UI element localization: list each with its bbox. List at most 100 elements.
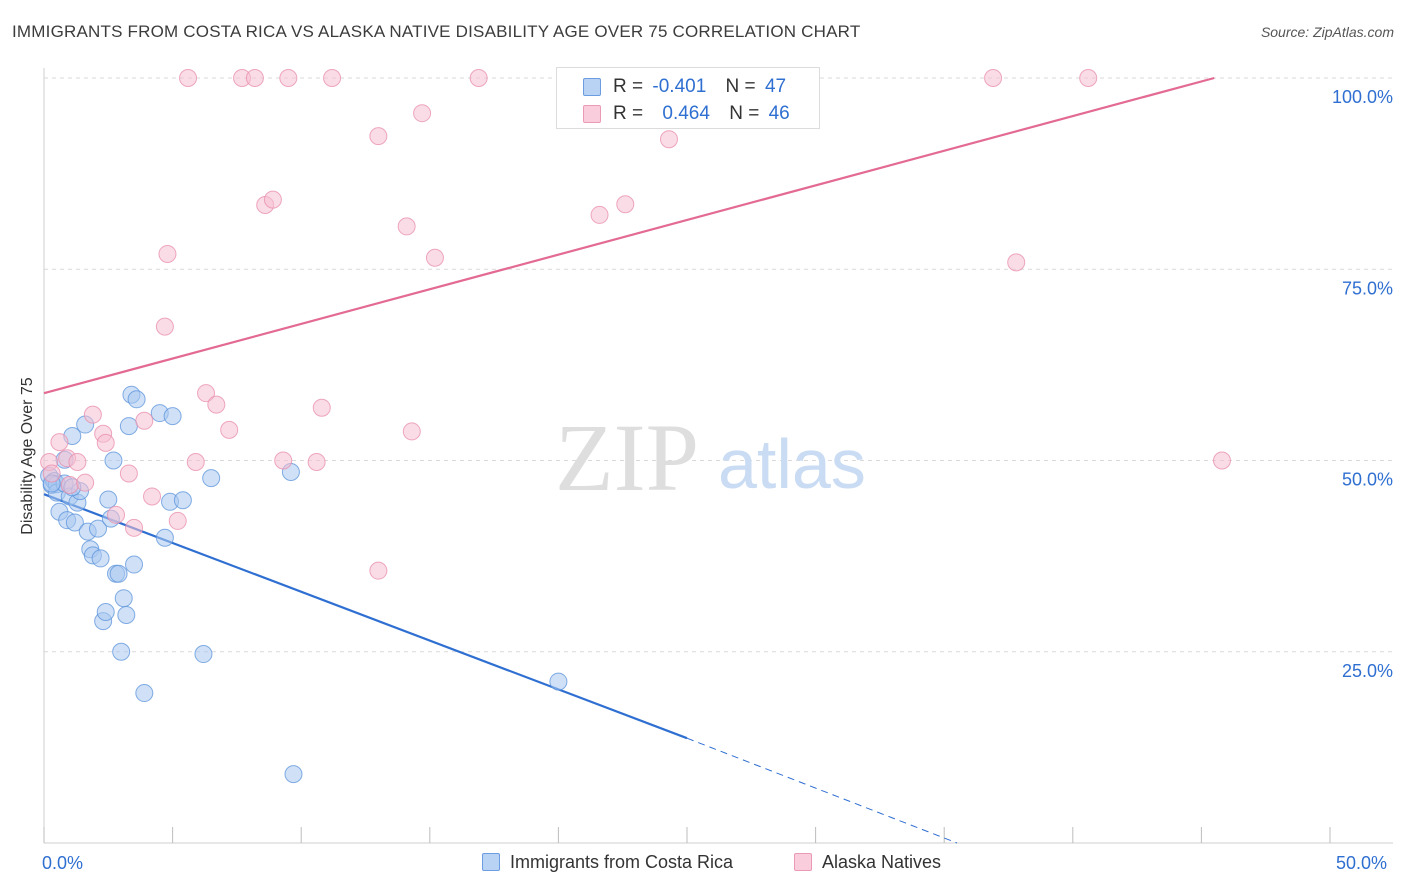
watermark-atlas: atlas <box>718 425 866 503</box>
alaska-native-point <box>96 433 115 452</box>
x-tick-label-min: 0.0% <box>42 853 84 873</box>
alaska-native-point <box>135 411 154 430</box>
legend-r-value: 0.464 <box>662 103 710 124</box>
legend-text-alaska: R = 0.464 N = 46 <box>613 103 790 125</box>
costa-rica-point <box>127 390 146 409</box>
legend-n-value: 47 <box>764 76 787 97</box>
bottom-legend-costa-rica: Immigrants from Costa Rica <box>482 852 733 876</box>
alaska-native-point <box>274 451 293 470</box>
alaska-native-point <box>50 433 69 452</box>
alaska-native-point <box>469 69 488 87</box>
alaska-native-point <box>42 464 61 483</box>
alaska-native-point <box>397 217 416 236</box>
alaska-native-point <box>119 464 138 483</box>
costa-rica-point <box>284 765 303 784</box>
alaska-native-point <box>279 69 298 87</box>
trend-line-costa-rica-extension <box>686 737 958 844</box>
alaska-native-point <box>83 405 102 424</box>
legend-n-label: N = <box>729 103 760 124</box>
costa-rica-point <box>112 642 131 661</box>
alaska-native-point <box>659 130 678 149</box>
correlation-legend: R = -0.401 N = 47 R = 0.464 N = 46 <box>556 67 820 129</box>
legend-r-label: R = <box>613 76 644 97</box>
costa-rica-point <box>194 645 213 664</box>
source-credit: Source: ZipAtlas.com <box>1260 24 1394 40</box>
costa-rica-point <box>104 451 123 470</box>
y-tick-label: 50.0% <box>1342 470 1393 490</box>
trend-line-alaska-natives <box>43 76 1215 395</box>
legend-n-label: N = <box>725 76 756 97</box>
legend-swatch-blue <box>583 78 601 96</box>
alaska-native-point <box>413 104 432 123</box>
alaska-native-point <box>1007 253 1026 272</box>
x-tick-label-max: 50.0% <box>1336 853 1388 873</box>
legend-r-value: -0.401 <box>652 76 707 97</box>
costa-rica-point <box>163 407 182 426</box>
alaska-native-point <box>168 511 187 530</box>
bottom-legend-alaska: Alaska Natives <box>794 852 941 876</box>
legend-r-label: R = <box>613 103 644 124</box>
costa-rica-point <box>549 672 568 691</box>
costa-rica-point <box>155 528 174 547</box>
costa-rica-point <box>125 555 144 574</box>
costa-rica-point <box>114 589 133 608</box>
alaska-native-point <box>1079 69 1098 87</box>
alaska-native-point <box>402 422 421 441</box>
y-tick-label: 25.0% <box>1342 661 1393 681</box>
grid-layer <box>44 77 1393 653</box>
costa-rica-point <box>91 549 110 568</box>
alaska-native-point <box>186 453 205 472</box>
costa-rica-point <box>117 606 136 625</box>
y-tick-labels: 25.0% 50.0% 75.0% 100.0% <box>1332 87 1393 681</box>
alaska-native-point <box>590 205 609 224</box>
bottom-legend-swatch-blue <box>482 853 500 871</box>
chart-title: IMMIGRANTS FROM COSTA RICA VS ALASKA NAT… <box>12 22 861 41</box>
legend-swatch-pink <box>583 105 601 123</box>
costa-rica-point <box>119 417 138 436</box>
alaska-native-point <box>68 453 87 472</box>
watermark-zip: ZIP <box>555 404 699 511</box>
y-tick-label: 75.0% <box>1342 278 1393 298</box>
alaska-native-point <box>616 195 635 214</box>
alaska-native-point <box>220 420 239 439</box>
alaska-native-point <box>197 384 216 403</box>
alaska-native-point <box>984 69 1003 87</box>
alaska-native-point <box>60 475 79 494</box>
alaska-native-point <box>312 398 331 417</box>
alaska-native-point <box>263 190 282 209</box>
legend-n-value: 46 <box>768 103 790 124</box>
alaska-native-point <box>179 69 198 87</box>
alaska-native-point <box>245 69 264 87</box>
alaska-native-point <box>1212 451 1231 470</box>
alaska-native-point <box>307 453 326 472</box>
alaska-native-point <box>143 487 162 506</box>
costa-rica-point <box>65 513 84 532</box>
costa-rica-point <box>135 684 154 703</box>
point-layer <box>40 69 1231 784</box>
costa-rica-point <box>202 469 221 488</box>
bottom-legend-swatch-pink <box>794 853 812 871</box>
costa-rica-point <box>109 564 128 583</box>
costa-rica-point <box>89 519 108 538</box>
alaska-native-point <box>323 69 342 87</box>
bottom-legend-label-costa-rica: Immigrants from Costa Rica <box>510 852 734 872</box>
bottom-legend-label-alaska: Alaska Natives <box>822 852 942 872</box>
trend-layer <box>43 76 1215 844</box>
legend-text-costa-rica: R = -0.401 N = 47 <box>613 76 786 98</box>
trend-line-costa-rica <box>43 493 688 740</box>
alaska-native-point <box>369 127 388 146</box>
alaska-native-point <box>107 505 126 524</box>
costa-rica-point <box>96 602 115 621</box>
y-axis-label: Disability Age Over 75 <box>19 377 36 535</box>
alaska-native-point <box>158 244 177 263</box>
alaska-native-point <box>369 561 388 580</box>
alaska-native-point <box>425 248 444 267</box>
costa-rica-point <box>99 490 118 509</box>
alaska-native-point <box>207 395 226 414</box>
y-tick-label: 100.0% <box>1332 87 1393 107</box>
costa-rica-point <box>173 491 192 510</box>
alaska-native-point <box>125 518 144 537</box>
watermark: ZIP atlas <box>555 404 866 511</box>
alaska-native-point <box>76 473 95 492</box>
